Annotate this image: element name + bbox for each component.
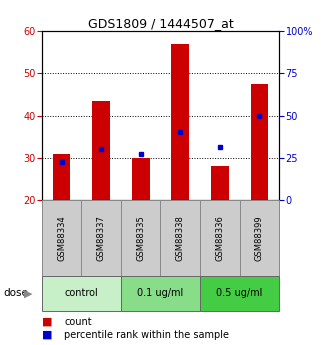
Bar: [81, 200, 121, 276]
Bar: [121, 276, 200, 310]
Text: ▶: ▶: [24, 288, 32, 298]
Bar: [132, 158, 150, 200]
Text: dose: dose: [3, 288, 28, 298]
Title: GDS1809 / 1444507_at: GDS1809 / 1444507_at: [88, 17, 233, 30]
Text: GSM88335: GSM88335: [136, 215, 145, 261]
Text: GSM88338: GSM88338: [176, 215, 185, 261]
Text: percentile rank within the sample: percentile rank within the sample: [64, 330, 229, 339]
Text: ■: ■: [42, 317, 52, 326]
Bar: [42, 200, 81, 276]
Bar: [211, 166, 229, 200]
Text: count: count: [64, 317, 92, 326]
Bar: [200, 200, 240, 276]
Text: 0.1 ug/ml: 0.1 ug/ml: [137, 288, 184, 298]
Bar: [42, 276, 121, 310]
Text: GSM88334: GSM88334: [57, 215, 66, 261]
Text: control: control: [65, 288, 98, 298]
Text: GSM88336: GSM88336: [215, 215, 224, 261]
Bar: [251, 84, 268, 200]
Bar: [53, 154, 70, 200]
Bar: [160, 200, 200, 276]
Bar: [240, 200, 279, 276]
Bar: [200, 276, 279, 310]
Bar: [92, 101, 110, 200]
Bar: [121, 200, 160, 276]
Text: 0.5 ug/ml: 0.5 ug/ml: [216, 288, 263, 298]
Bar: [171, 44, 189, 200]
Text: GSM88337: GSM88337: [97, 215, 106, 261]
Text: GSM88399: GSM88399: [255, 215, 264, 261]
Text: ■: ■: [42, 330, 52, 339]
